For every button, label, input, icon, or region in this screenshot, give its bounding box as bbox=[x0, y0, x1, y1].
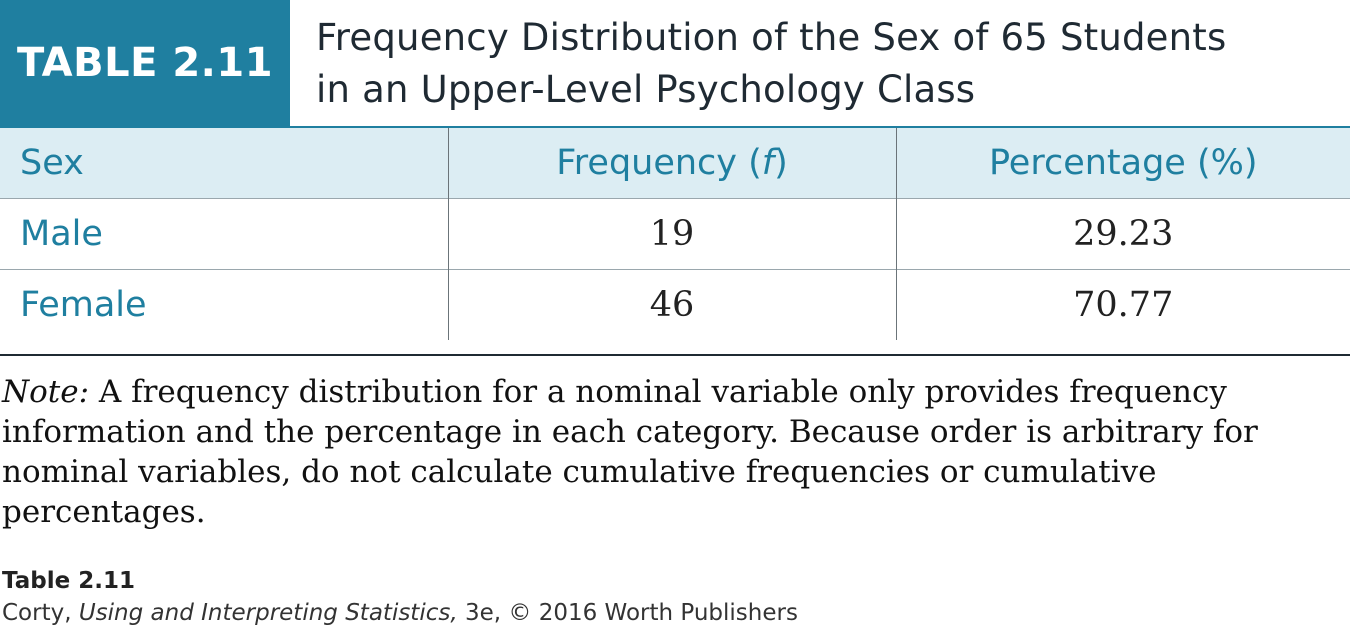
table-header: TABLE 2.11 Frequency Distribution of the… bbox=[0, 0, 1350, 128]
column-header-percentage: Percentage (%) bbox=[895, 128, 1350, 199]
header-rule bbox=[0, 126, 1350, 128]
table-title-line-1: Frequency Distribution of the Sex of 65 … bbox=[316, 16, 1227, 59]
note-lead: Note: bbox=[2, 374, 90, 410]
table-note: Note: A frequency distribution for a nom… bbox=[2, 372, 1346, 532]
column-header-sex: Sex bbox=[0, 128, 448, 199]
table-number-label: TABLE 2.11 bbox=[0, 0, 290, 126]
credit-author: Corty, bbox=[2, 600, 79, 626]
frequency-header-open: Frequency ( bbox=[556, 143, 762, 183]
column-header-frequency: Frequency (f) bbox=[447, 128, 896, 199]
note-text: A frequency distribution for a nominal v… bbox=[2, 374, 1258, 530]
cell-percentage: 29.23 bbox=[895, 198, 1350, 270]
frequency-header-close: ) bbox=[774, 143, 788, 183]
frequency-header-symbol: f bbox=[761, 143, 775, 183]
cell-frequency: 46 bbox=[447, 269, 896, 340]
cell-percentage: 70.77 bbox=[895, 269, 1350, 340]
table-title-line-2: in an Upper-Level Psychology Class bbox=[316, 68, 976, 111]
frequency-table: Sex Frequency (f) Percentage (%) Male 19… bbox=[0, 128, 1350, 340]
column-header-row: Sex Frequency (f) Percentage (%) bbox=[0, 128, 1350, 199]
cell-sex: Female bbox=[0, 269, 448, 340]
table-row: Female 46 70.77 bbox=[0, 269, 1350, 340]
table-title: Frequency Distribution of the Sex of 65 … bbox=[316, 12, 1346, 116]
credit-book-title: Using and Interpreting Statistics, bbox=[78, 600, 458, 626]
table-bottom-rule bbox=[0, 354, 1350, 356]
table-row: Male 19 29.23 bbox=[0, 198, 1350, 270]
caption-label: Table 2.11 bbox=[2, 568, 135, 594]
cell-sex: Male bbox=[0, 198, 448, 270]
source-credit: Corty, Using and Interpreting Statistics… bbox=[2, 600, 798, 626]
cell-frequency: 19 bbox=[447, 198, 896, 270]
credit-rest: 3e, © 2016 Worth Publishers bbox=[457, 600, 798, 626]
